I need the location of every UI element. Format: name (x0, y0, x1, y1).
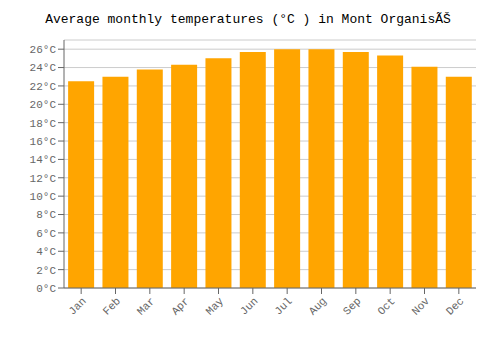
svg-text:Apr: Apr (169, 295, 191, 317)
svg-text:24°C: 24°C (30, 62, 57, 74)
svg-text:14°C: 14°C (30, 154, 57, 166)
svg-text:22°C: 22°C (30, 81, 57, 93)
svg-text:Sep: Sep (341, 295, 363, 317)
svg-text:16°C: 16°C (30, 136, 57, 148)
html-text:Average monthly temperatures (: Average monthly temperatures (°C ) in Mo… (45, 12, 451, 27)
svg-text:Jul: Jul (272, 295, 294, 317)
svg-text:Nov: Nov (410, 295, 433, 318)
svg-text:20°C: 20°C (30, 99, 57, 111)
svg-text:0°C: 0°C (36, 283, 56, 295)
svg-text:Feb: Feb (101, 295, 123, 317)
svg-text:6°C: 6°C (36, 228, 56, 240)
svg-text:May: May (204, 295, 227, 318)
svg-text:Jun: Jun (238, 295, 260, 317)
svg-text:4°C: 4°C (36, 246, 56, 258)
svg-text:8°C: 8°C (36, 209, 56, 221)
svg-text:18°C: 18°C (30, 118, 57, 130)
svg-text:26°C: 26°C (30, 44, 57, 56)
svg-text:Aug: Aug (307, 295, 329, 317)
svg-text:10°C: 10°C (30, 191, 57, 203)
svg-text:Dec: Dec (444, 295, 466, 317)
svg-text:Oct: Oct (375, 295, 397, 317)
svg-text:Jan: Jan (66, 295, 88, 317)
svg-text:Mar: Mar (135, 295, 157, 317)
svg-text:12°C: 12°C (30, 173, 57, 185)
svg-text:2°C: 2°C (36, 265, 56, 277)
